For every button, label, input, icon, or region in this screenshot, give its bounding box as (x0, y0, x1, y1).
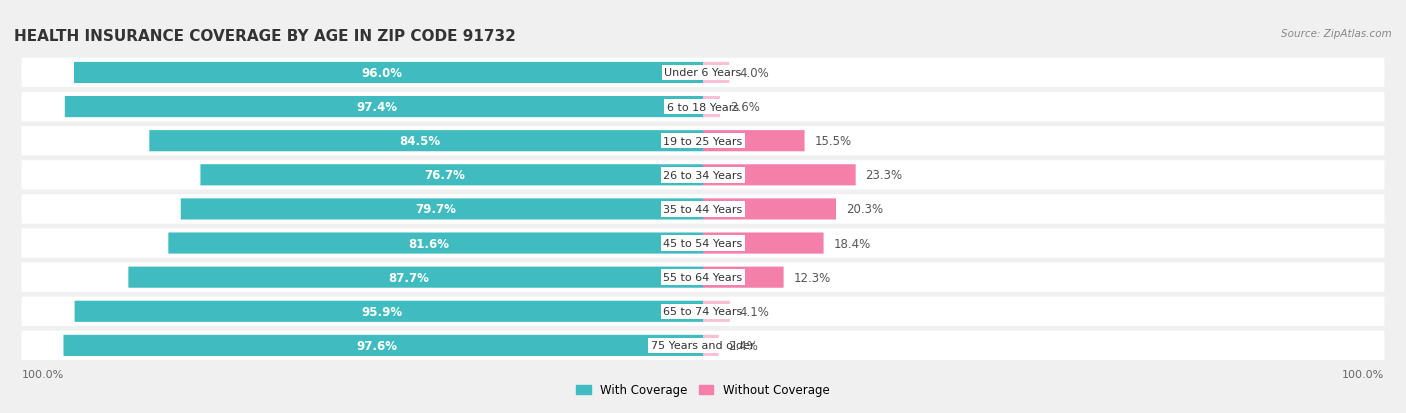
Text: 84.5%: 84.5% (399, 135, 440, 148)
FancyBboxPatch shape (703, 267, 783, 288)
FancyBboxPatch shape (21, 93, 1385, 122)
Text: 45 to 54 Years: 45 to 54 Years (664, 238, 742, 249)
Text: 20.3%: 20.3% (846, 203, 883, 216)
FancyBboxPatch shape (21, 127, 1385, 156)
FancyBboxPatch shape (21, 59, 1385, 88)
FancyBboxPatch shape (21, 229, 1385, 258)
FancyBboxPatch shape (128, 267, 703, 288)
FancyBboxPatch shape (21, 297, 1385, 326)
Text: 81.6%: 81.6% (409, 237, 450, 250)
Text: Source: ZipAtlas.com: Source: ZipAtlas.com (1281, 29, 1392, 39)
Text: 87.7%: 87.7% (388, 271, 430, 284)
Text: 2.6%: 2.6% (730, 101, 759, 114)
Text: 15.5%: 15.5% (814, 135, 852, 148)
FancyBboxPatch shape (149, 131, 703, 152)
FancyBboxPatch shape (75, 63, 703, 84)
FancyBboxPatch shape (21, 263, 1385, 292)
Text: 4.0%: 4.0% (740, 67, 769, 80)
FancyBboxPatch shape (703, 233, 824, 254)
FancyBboxPatch shape (65, 97, 703, 118)
Text: 19 to 25 Years: 19 to 25 Years (664, 136, 742, 146)
FancyBboxPatch shape (703, 199, 837, 220)
FancyBboxPatch shape (703, 97, 720, 118)
Text: 75 Years and older: 75 Years and older (651, 341, 755, 351)
FancyBboxPatch shape (703, 335, 718, 356)
Text: 65 to 74 Years: 65 to 74 Years (664, 306, 742, 316)
FancyBboxPatch shape (21, 161, 1385, 190)
FancyBboxPatch shape (63, 335, 703, 356)
Text: 4.1%: 4.1% (740, 305, 769, 318)
FancyBboxPatch shape (201, 165, 703, 186)
FancyBboxPatch shape (703, 301, 730, 322)
Text: 18.4%: 18.4% (834, 237, 870, 250)
Text: 100.0%: 100.0% (21, 370, 63, 380)
Text: 95.9%: 95.9% (361, 305, 404, 318)
FancyBboxPatch shape (703, 131, 804, 152)
FancyBboxPatch shape (703, 63, 730, 84)
FancyBboxPatch shape (21, 331, 1385, 360)
Text: 55 to 64 Years: 55 to 64 Years (664, 273, 742, 282)
Text: 12.3%: 12.3% (793, 271, 831, 284)
Text: 23.3%: 23.3% (866, 169, 903, 182)
Legend: With Coverage, Without Coverage: With Coverage, Without Coverage (576, 384, 830, 396)
Text: 35 to 44 Years: 35 to 44 Years (664, 204, 742, 214)
Text: 100.0%: 100.0% (1343, 370, 1385, 380)
FancyBboxPatch shape (75, 301, 703, 322)
FancyBboxPatch shape (169, 233, 703, 254)
FancyBboxPatch shape (181, 199, 703, 220)
FancyBboxPatch shape (21, 195, 1385, 224)
Text: 26 to 34 Years: 26 to 34 Years (664, 171, 742, 180)
Text: 6 to 18 Years: 6 to 18 Years (666, 102, 740, 112)
Text: 97.4%: 97.4% (357, 101, 398, 114)
Text: HEALTH INSURANCE COVERAGE BY AGE IN ZIP CODE 91732: HEALTH INSURANCE COVERAGE BY AGE IN ZIP … (14, 29, 516, 44)
FancyBboxPatch shape (703, 165, 856, 186)
Text: 97.6%: 97.6% (356, 339, 396, 352)
Text: Under 6 Years: Under 6 Years (665, 68, 741, 78)
Text: 2.4%: 2.4% (728, 339, 758, 352)
Text: 79.7%: 79.7% (415, 203, 456, 216)
Text: 96.0%: 96.0% (361, 67, 402, 80)
Text: 76.7%: 76.7% (425, 169, 465, 182)
